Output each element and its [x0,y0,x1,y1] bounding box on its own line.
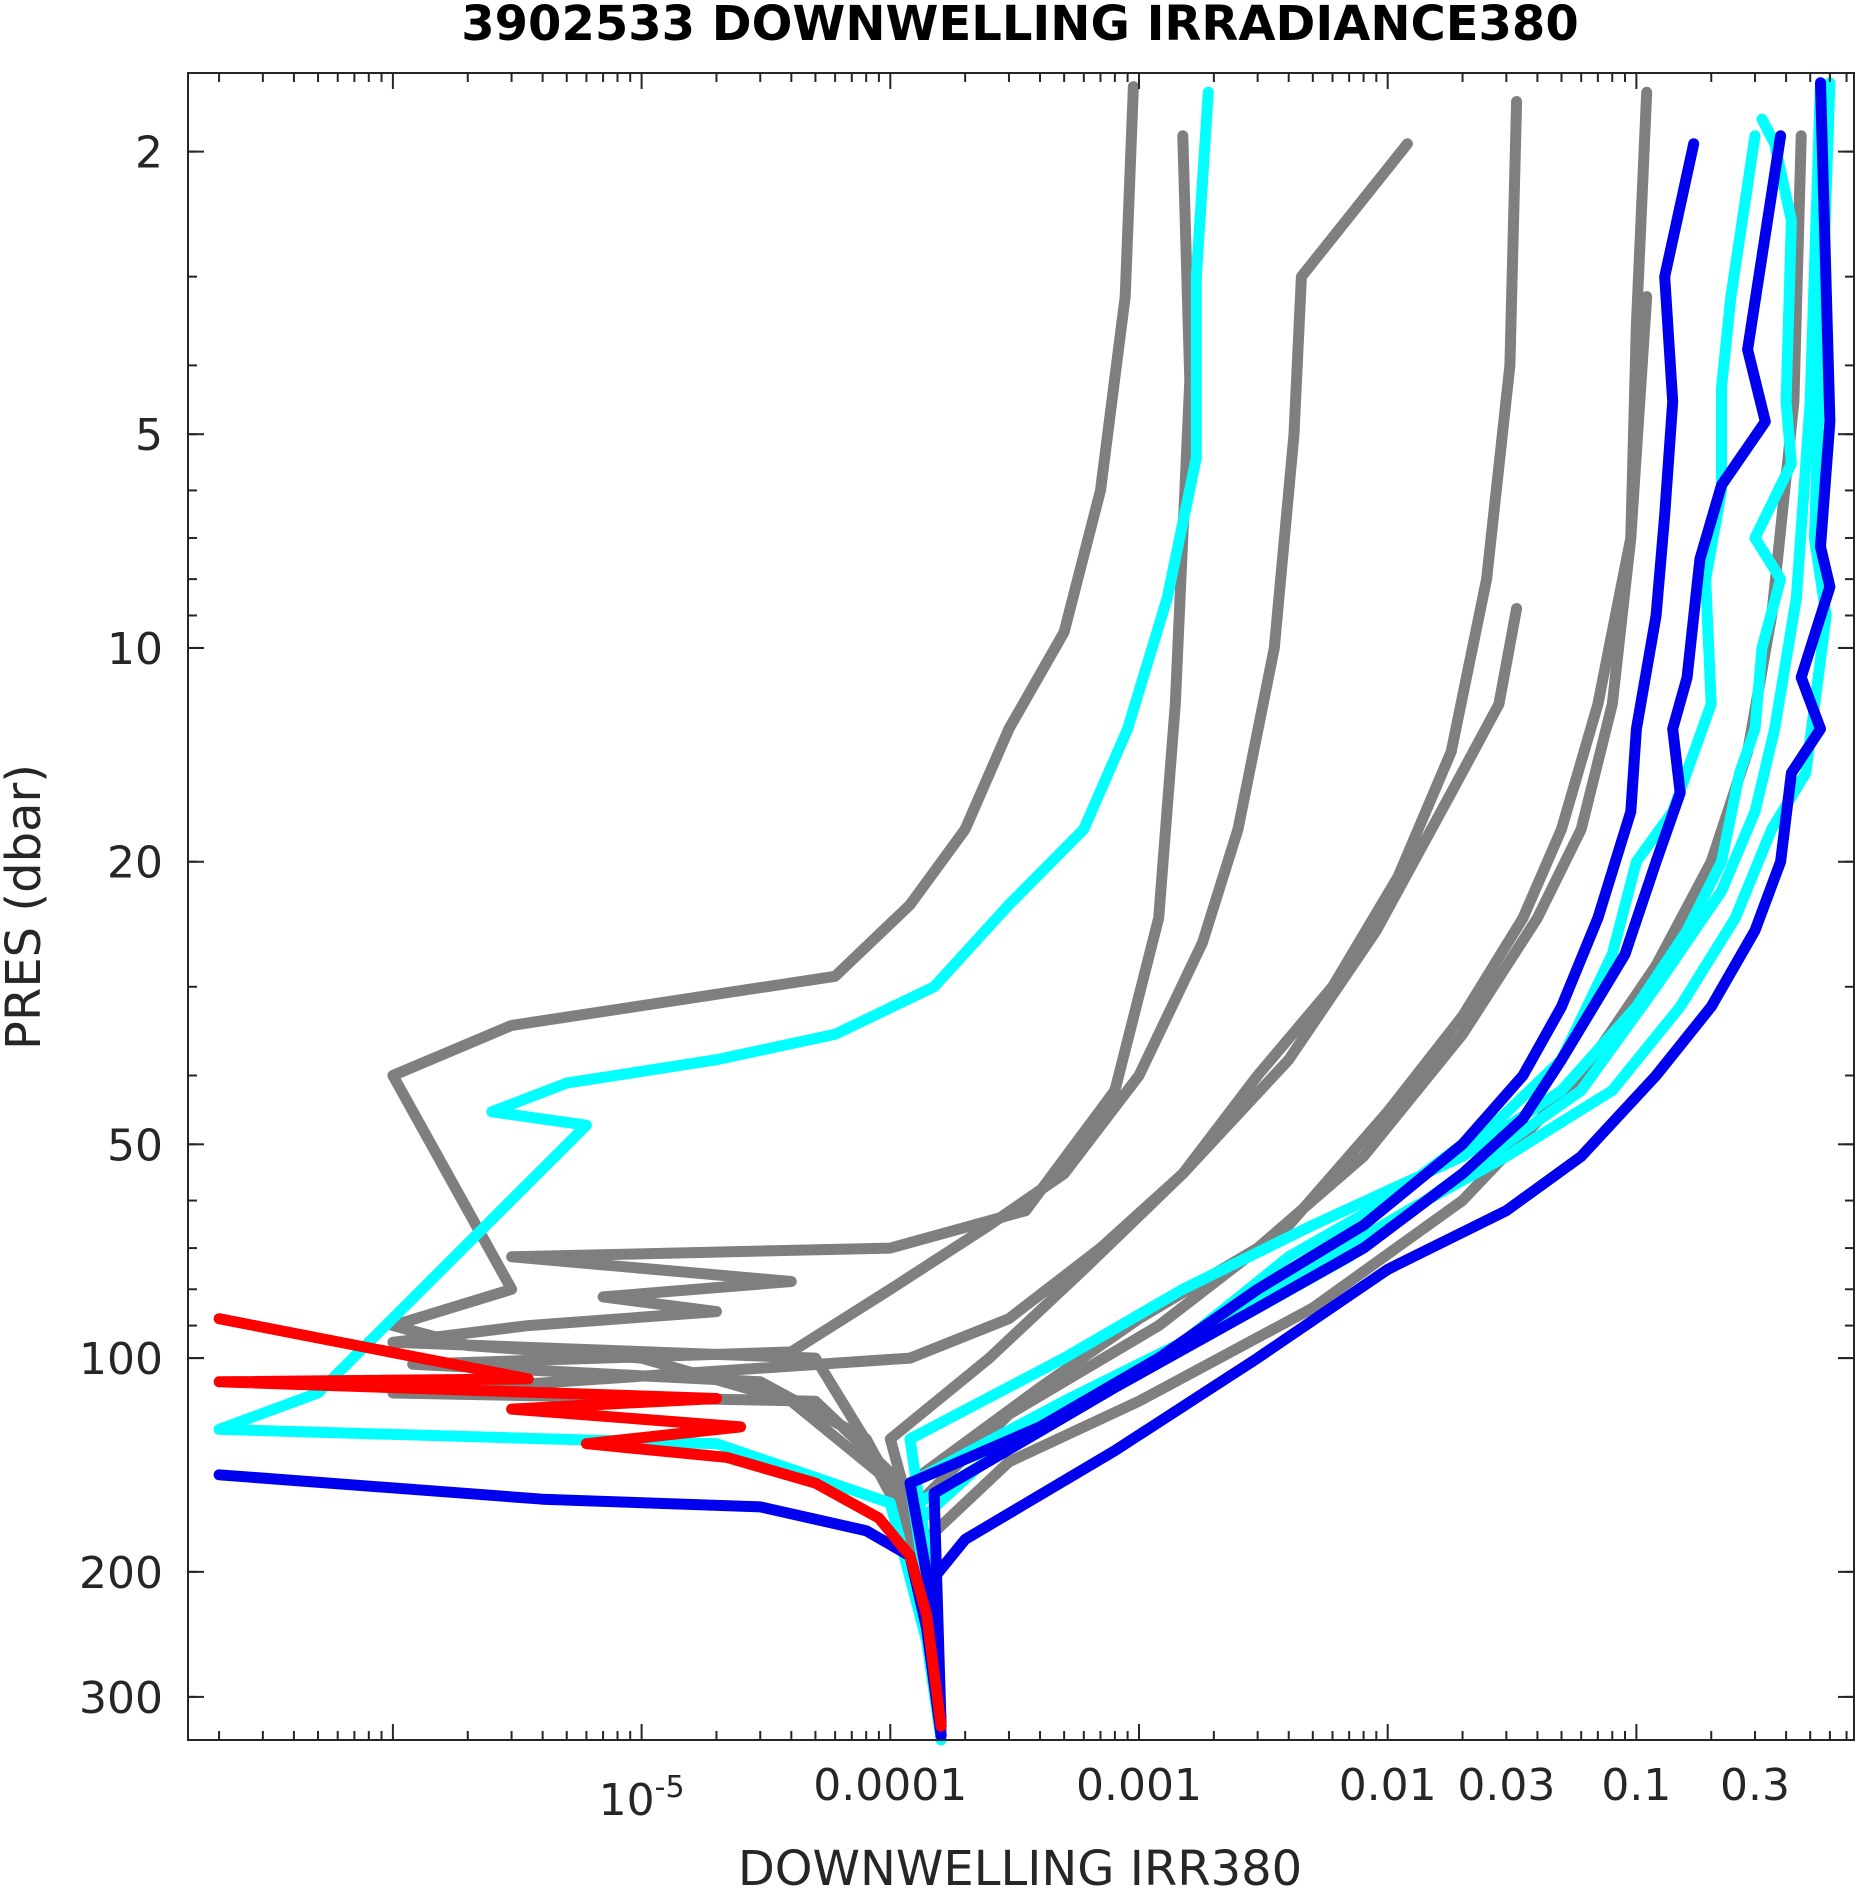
x-tick-label: 0.01 [1339,1760,1437,1811]
y-tick-label: 2 [135,128,163,179]
profile-line-blue-13 [904,138,1700,1741]
y-tick-label: 20 [107,838,163,889]
x-tick-label: 0.0001 [813,1760,967,1811]
x-tick-label: 0.001 [1076,1760,1202,1811]
profile-line-cyan-10 [904,113,1797,1741]
profile-line-red-17 [213,1313,947,1732]
x-tick-label: 0.3 [1720,1760,1790,1811]
y-tick-label: 100 [79,1334,163,1385]
profile-line-blue-15 [921,77,1836,1741]
plot-frame [187,72,1855,1741]
axes: 2 5 10 20 50 100 200 300 10-5 0.0001 0.001 0.01 0.03… [79,72,1855,1826]
y-tick-label: 200 [79,1548,163,1599]
profile-line-blue-14 [928,130,1787,1732]
x-tick-label: 0.03 [1457,1760,1555,1811]
chart-title: 3902533 DOWNWELLING IRRADIANCE380 [461,0,1578,52]
profile-line-gray-4 [884,603,1523,1732]
y-tick-label: 10 [107,624,163,675]
x-tick-label: 0.1 [1601,1760,1671,1811]
y-tick-label: 50 [107,1120,163,1171]
profile-line-blue-16 [213,1469,947,1741]
profile-line-gray-5 [904,86,1653,1732]
y-axis-label: PRES (dbar) [0,764,52,1050]
plot-lines [213,77,1836,1746]
x-tick-label: 10-5 [599,1770,685,1826]
y-tick-label: 300 [79,1673,163,1724]
profile-line-cyan-8 [213,86,1214,1746]
profile-line-gray-0 [387,81,1139,1732]
x-axis-label: DOWNWELLING IRR380 [738,1841,1302,1896]
profile-line-gray-1 [387,130,1196,1723]
y-tick-label: 5 [135,410,163,461]
